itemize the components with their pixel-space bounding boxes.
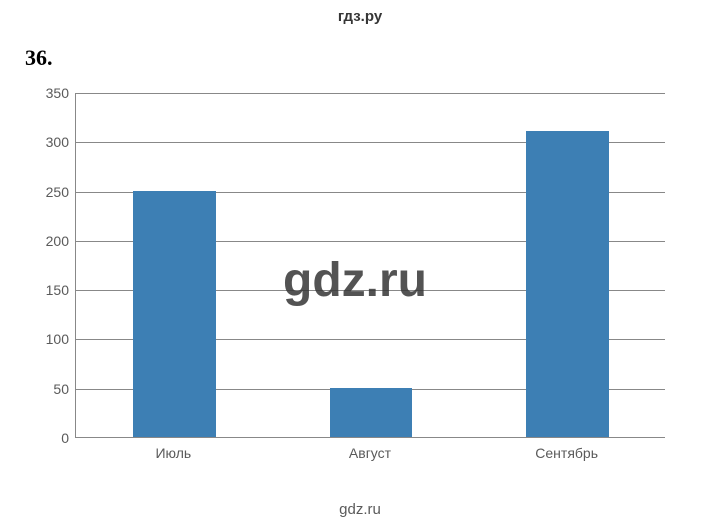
y-tick-label: 250 [35,184,69,200]
y-tick-label: 150 [35,282,69,298]
footer-label: gdz.ru [339,501,381,518]
y-tick-label: 300 [35,134,69,150]
y-tick-label: 100 [35,331,69,347]
gridline [76,93,665,94]
x-tick-label: Июль [155,445,191,461]
bar [133,191,216,437]
y-tick-label: 200 [35,233,69,249]
site-header-label: гдз.ру [338,8,382,25]
y-tick-label: 50 [35,381,69,397]
bar [330,388,413,437]
problem-number: 36. [25,45,53,71]
y-tick-label: 350 [35,85,69,101]
y-tick-label: 0 [35,430,69,446]
x-tick-label: Август [349,445,391,461]
bar-chart: gdz.ru 0 50 100 150 200 250 300 350 Июль Август Се… [35,85,675,480]
bar [526,131,609,437]
x-tick-label: Сентябрь [535,445,598,461]
watermark-text: gdz.ru [283,252,427,307]
